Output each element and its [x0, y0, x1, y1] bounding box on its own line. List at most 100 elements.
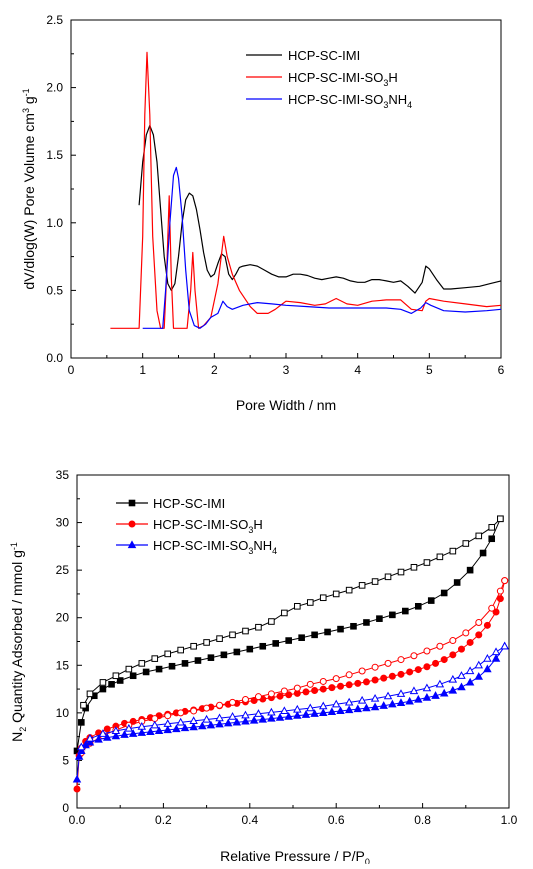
x-tick-label: 2: [211, 363, 218, 377]
data-point-hcp-sc-imi-so3h-adsorption: [414, 666, 422, 674]
data-point-hcp-sc-imi-desorption: [319, 594, 327, 602]
data-point-hcp-sc-imi-so3nh4-desorption: [344, 697, 354, 706]
data-point-hcp-sc-imi-so3h-adsorption: [406, 668, 414, 676]
data-point-hcp-sc-imi-so3nh4-adsorption: [344, 705, 354, 714]
series-line-hcp-sc-imi-desorption: [83, 518, 501, 706]
data-point-hcp-sc-imi-so3h-desorption: [449, 637, 457, 645]
x-axis-label: Relative Pressure / P/P0: [220, 848, 370, 864]
data-point-hcp-sc-imi-so3nh4-desorption: [215, 713, 224, 722]
data-point-hcp-sc-imi-so3h-adsorption: [371, 676, 379, 684]
data-point-hcp-sc-imi-so3nh4-adsorption: [215, 719, 224, 728]
data-point-hcp-sc-imi-so3nh4-desorption: [370, 693, 380, 702]
data-point-hcp-sc-imi-so3nh4-adsorption: [172, 724, 181, 733]
data-point-hcp-sc-imi-adsorption: [453, 579, 461, 586]
data-point-hcp-sc-imi-desorption: [371, 578, 379, 585]
data-point-hcp-sc-imi-adsorption: [350, 622, 357, 630]
data-point-hcp-sc-imi-adsorption: [259, 642, 267, 650]
data-point-hcp-sc-imi-so3nh4-desorption: [357, 695, 367, 704]
data-point-hcp-sc-imi-adsorption: [363, 619, 370, 626]
x-tick-label: 3: [283, 363, 290, 377]
data-point-hcp-sc-imi-so3nh4-adsorption: [431, 691, 440, 699]
data-point-hcp-sc-imi-so3h-desorption: [164, 712, 172, 720]
data-point-hcp-sc-imi-so3h-desorption: [345, 671, 353, 679]
y-tick-label: 0: [62, 801, 69, 815]
x-tick-label: 0.0: [69, 813, 86, 827]
data-point-hcp-sc-imi-so3nh4-desorption: [163, 719, 172, 727]
data-point-hcp-sc-imi-so3h-adsorption: [432, 659, 440, 667]
series-markers: [72, 515, 509, 793]
data-point-hcp-sc-imi-desorption: [436, 553, 444, 561]
data-point-hcp-sc-imi-so3nh4-adsorption: [396, 698, 406, 706]
data-point-hcp-sc-imi-so3nh4-adsorption: [439, 688, 449, 697]
data-point-hcp-sc-imi-so3h-desorption: [475, 618, 483, 626]
data-point-hcp-sc-imi-so3h-adsorption: [319, 685, 327, 693]
data-point-hcp-sc-imi-so3nh4-desorption: [267, 707, 276, 716]
data-point-hcp-sc-imi-so3nh4-desorption: [500, 641, 509, 650]
data-point-hcp-sc-imi-desorption: [190, 642, 197, 650]
y-tick-label: 0.0: [46, 351, 63, 365]
data-point-hcp-sc-imi-so3h-adsorption: [397, 670, 405, 678]
data-point-hcp-sc-imi-so3nh4-adsorption: [379, 701, 388, 709]
data-point-hcp-sc-imi-adsorption: [402, 607, 409, 615]
data-point-hcp-sc-imi-desorption: [384, 573, 392, 581]
y-tick-label: 1.5: [46, 148, 63, 162]
data-point-hcp-sc-imi-so3h-desorption: [306, 680, 314, 688]
data-point-hcp-sc-imi-so3nh4-desorption: [98, 729, 108, 737]
data-point-hcp-sc-imi-so3h-adsorption: [276, 692, 284, 700]
data-point-hcp-sc-imi-so3h-desorption: [177, 709, 185, 717]
legend-marker-hcp-sc-imi: [128, 499, 136, 507]
data-point-hcp-sc-imi-adsorption: [194, 657, 202, 664]
data-point-hcp-sc-imi-so3h-desorption: [384, 659, 392, 667]
data-point-hcp-sc-imi-desorption: [306, 599, 314, 606]
n2-isotherm-chart: 0.0 0.2 0.4 0.6 0.8 1.0 0 5 10 15 20 25 30 35 Relativ…: [9, 468, 518, 867]
data-point-hcp-sc-imi-desorption: [99, 679, 107, 686]
series-lines: [110, 51, 502, 329]
legend-label-hcp-sc-imi-so3nh4: HCP-SC-IMI-SO3NH4: [153, 538, 277, 556]
data-point-hcp-sc-imi-so3nh4-adsorption: [163, 725, 172, 734]
data-point-hcp-sc-imi-adsorption: [142, 668, 150, 676]
data-point-hcp-sc-imi-so3h-adsorption: [302, 688, 310, 696]
data-point-hcp-sc-imi-so3nh4-adsorption: [284, 712, 293, 720]
data-point-hcp-sc-imi-so3h-desorption: [358, 667, 366, 675]
data-point-hcp-sc-imi-so3h-adsorption: [380, 674, 388, 682]
data-point-hcp-sc-imi-adsorption: [129, 672, 137, 680]
data-point-hcp-sc-imi-adsorption: [108, 681, 115, 688]
data-point-hcp-sc-imi-so3nh4-desorption: [241, 710, 250, 719]
data-point-hcp-sc-imi-desorption: [255, 623, 262, 631]
data-point-hcp-sc-imi-so3h-desorption: [496, 587, 504, 595]
data-point-hcp-sc-imi-so3nh4-adsorption: [474, 672, 484, 680]
data-point-hcp-sc-imi-desorption: [410, 563, 418, 571]
data-point-hcp-sc-imi-so3nh4-desorption: [306, 703, 315, 712]
data-point-hcp-sc-imi-so3nh4-desorption: [111, 726, 121, 735]
data-point-hcp-sc-imi-desorption: [138, 660, 146, 667]
data-point-hcp-sc-imi-so3nh4-desorption: [422, 683, 432, 692]
data-point-hcp-sc-imi-so3nh4-adsorption: [483, 664, 492, 673]
data-point-hcp-sc-imi-so3nh4-adsorption: [336, 706, 345, 715]
data-point-hcp-sc-imi-adsorption: [233, 648, 241, 656]
legend-label-hcp-sc-imi-so3h: HCP-SC-IMI-SO3H: [288, 70, 398, 88]
data-point-hcp-sc-imi-so3h-desorption: [371, 663, 379, 671]
axis-ticks: 0 1 2 3 4 5 6 0.0 0.5 1.0 1.5 2.0 2.5: [46, 13, 504, 377]
data-point-hcp-sc-imi-adsorption: [427, 597, 435, 604]
data-point-hcp-sc-imi-desorption: [177, 646, 184, 654]
data-point-hcp-sc-imi-desorption: [242, 627, 249, 635]
data-point-hcp-sc-imi-so3h-adsorption: [345, 681, 353, 689]
data-point-hcp-sc-imi-so3nh4-desorption: [465, 666, 475, 675]
data-point-hcp-sc-imi-so3h-desorption: [190, 707, 198, 715]
data-point-hcp-sc-imi-desorption: [345, 586, 353, 594]
data-point-hcp-sc-imi-so3nh4-desorption: [202, 714, 211, 723]
data-point-hcp-sc-imi-desorption: [358, 582, 366, 589]
data-point-hcp-sc-imi-desorption: [112, 672, 120, 680]
data-point-hcp-sc-imi-so3nh4-adsorption: [206, 720, 216, 729]
x-tick-label: 1: [139, 363, 146, 377]
data-point-hcp-sc-imi-adsorption: [311, 631, 318, 639]
data-point-hcp-sc-imi-so3nh4-adsorption: [146, 727, 155, 735]
data-point-hcp-sc-imi-so3h-adsorption: [103, 725, 111, 733]
data-point-hcp-sc-imi-so3h-desorption: [397, 656, 405, 664]
data-point-hcp-sc-imi-so3h-adsorption: [492, 608, 500, 616]
data-point-hcp-sc-imi-so3nh4-desorption: [318, 701, 328, 710]
x-tick-label: 4: [354, 363, 361, 377]
data-point-hcp-sc-imi-so3h-adsorption: [457, 645, 465, 653]
data-point-hcp-sc-imi-desorption: [151, 655, 159, 662]
